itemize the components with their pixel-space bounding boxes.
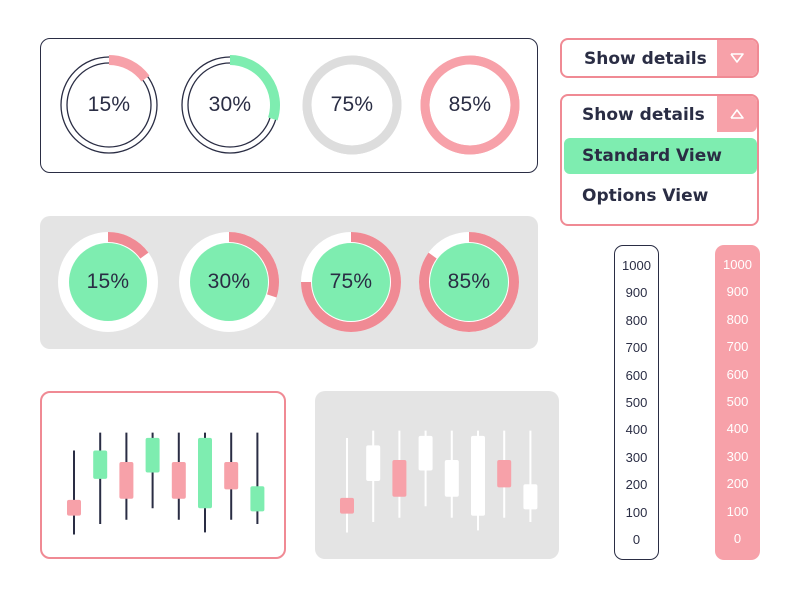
dropdown-header[interactable]: Show details xyxy=(562,96,757,134)
candle-body xyxy=(497,460,512,488)
ring-graphic xyxy=(302,55,402,155)
ring-percent-label: 30% xyxy=(207,270,251,293)
ring-percent-label: 85% xyxy=(447,270,491,293)
progress-ring-filled: 85% xyxy=(419,232,519,332)
progress-ring-outline: 85% xyxy=(420,55,520,155)
progress-ring-filled: 75% xyxy=(301,232,401,332)
candlestick-chart xyxy=(67,432,265,535)
scale-tick-label: 900 xyxy=(625,285,648,301)
scale-tick-label: 1000 xyxy=(622,258,651,273)
ring-progress-arc xyxy=(229,55,280,121)
scale-tick-label: 600 xyxy=(625,367,648,383)
ring-center xyxy=(312,243,390,321)
candle-body xyxy=(340,497,354,514)
ring-percent-label: 15% xyxy=(86,270,130,293)
candle-body xyxy=(93,450,108,479)
chevron-up-icon xyxy=(730,109,744,119)
scale-tick-label: 600 xyxy=(726,366,749,382)
candlestick-panel-colored xyxy=(40,391,286,559)
chevron-down-icon xyxy=(730,53,744,63)
ring-center xyxy=(430,243,508,321)
ring-progress-arc xyxy=(419,232,519,332)
candle-body xyxy=(418,435,433,471)
progress-ring-outline: 30% xyxy=(180,55,280,155)
candle-body xyxy=(523,484,538,510)
scale-tick-label: 300 xyxy=(726,448,749,464)
show-details-dropdown-expanded: Show details Standard View Options View xyxy=(560,94,759,226)
ring-percent-label: 85% xyxy=(448,93,492,116)
progress-ring-outline: 75% xyxy=(302,55,402,155)
scale-tick-label: 1000 xyxy=(723,257,752,272)
ring-center xyxy=(190,243,268,321)
ring-graphic xyxy=(419,232,519,332)
ring-graphic xyxy=(420,55,520,155)
progress-ring-filled: 15% xyxy=(58,232,158,332)
candle-body xyxy=(392,460,407,497)
scale-tick-label: 200 xyxy=(625,477,648,493)
dropdown-label: Show details xyxy=(584,49,707,69)
ring-graphic xyxy=(181,55,280,154)
scale-tick-label: 0 xyxy=(733,531,742,546)
scale-tick-label: 400 xyxy=(726,421,749,437)
scale-tick-label: 900 xyxy=(726,284,749,300)
scale-tick-label: 700 xyxy=(726,339,749,355)
ring-percent-label: 75% xyxy=(329,270,373,293)
candlestick-chart xyxy=(340,430,538,533)
ring-graphic xyxy=(179,232,279,332)
ring-graphic xyxy=(301,232,401,332)
progress-rings-filled-panel: 15% 30% 75% 85% xyxy=(40,216,538,349)
progress-ring-outline: 15% xyxy=(59,55,159,155)
ring-percent-label: 75% xyxy=(330,93,374,116)
ring-graphic xyxy=(60,55,158,154)
progress-ring-filled: 30% xyxy=(179,232,279,332)
ring-percent-label: 15% xyxy=(87,93,131,116)
candle-body xyxy=(471,435,485,516)
candle-body xyxy=(250,486,265,512)
ring-progress-arc xyxy=(107,232,149,259)
candle-body xyxy=(171,462,186,499)
scale-tick-label: 800 xyxy=(625,312,648,328)
ring-graphic xyxy=(58,232,158,332)
candle-body xyxy=(444,460,459,497)
candlestick-panel-mono xyxy=(315,391,559,559)
scale-tick-label: 100 xyxy=(726,503,749,519)
ring-progress-arc xyxy=(228,232,279,298)
option-label: Standard View xyxy=(582,146,722,166)
option-options-view[interactable]: Options View xyxy=(564,178,757,214)
scale-tick-label: 200 xyxy=(726,476,749,492)
dropdown-toggle-button[interactable] xyxy=(717,40,757,76)
ring-center xyxy=(69,243,147,321)
candle-body xyxy=(67,499,81,516)
candle-body xyxy=(366,445,381,482)
ring-percent-label: 30% xyxy=(208,93,252,116)
ring-progress-arc xyxy=(108,55,150,82)
scale-tick-label: 700 xyxy=(625,340,648,356)
progress-rings-outline-panel: 15% 30% 75% 85% xyxy=(40,38,538,173)
scale-tick-label: 500 xyxy=(625,395,648,410)
scale-tick-label: 0 xyxy=(632,532,641,547)
scale-tick-label: 800 xyxy=(726,311,749,327)
ring-progress-arc xyxy=(301,232,401,332)
dropdown-toggle-button[interactable] xyxy=(717,96,757,132)
ring-progress-arc xyxy=(420,55,520,155)
option-standard-view[interactable]: Standard View xyxy=(564,138,757,174)
vertical-scale-pink: 1000 900 800 700 600 500 400 300 200 100… xyxy=(715,245,760,560)
vertical-scale-outline: 1000 900 800 700 600 500 400 300 200 100… xyxy=(614,245,659,560)
candle-body xyxy=(198,437,212,509)
candle-body xyxy=(145,437,160,473)
scale-tick-label: 100 xyxy=(625,504,648,520)
candle-body xyxy=(119,462,134,499)
ring-progress-arc xyxy=(302,55,402,155)
show-details-dropdown-collapsed[interactable]: Show details xyxy=(560,38,759,78)
scale-tick-label: 400 xyxy=(625,422,648,438)
scale-tick-label: 300 xyxy=(625,449,648,465)
option-label: Options View xyxy=(582,186,709,206)
scale-tick-label: 500 xyxy=(726,394,749,409)
candle-body xyxy=(224,462,239,490)
dropdown-label: Show details xyxy=(582,105,705,125)
